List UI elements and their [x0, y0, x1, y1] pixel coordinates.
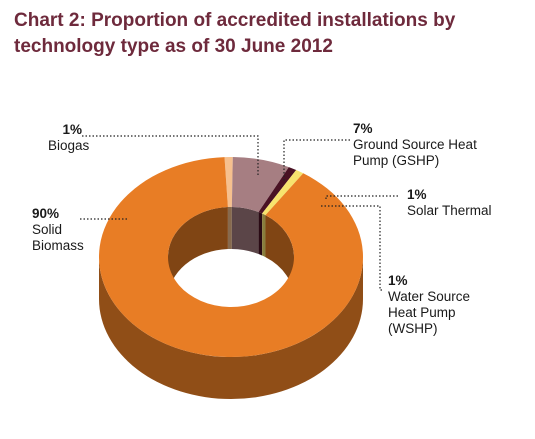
label-solar-thermal-name: Solar Thermal: [407, 203, 492, 218]
slice-0-inner-wall: [265, 215, 294, 299]
leader-line-biogas: [82, 135, 259, 176]
label-wshp-value: 1%: [388, 273, 408, 288]
slice-3-inner-wall: [258, 212, 263, 256]
label-biogas-name: Biogas: [48, 138, 90, 153]
label-solid-biomass-name: Solid Biomass: [32, 222, 84, 253]
leader-line-wshp: [320, 205, 382, 291]
slice-1-inner-wall: [227, 207, 232, 250]
label-solid-biomass: 90% Solid Biomass: [32, 206, 84, 254]
leader-line-gshp: [283, 139, 350, 182]
slice-2-inner-wall: [231, 207, 259, 255]
slice-2-top: [231, 157, 289, 213]
slice-3-top: [258, 167, 297, 214]
slice-0-inner-wall: [168, 207, 228, 299]
label-gshp-name: Ground Source Heat Pump (GSHP): [353, 137, 477, 168]
slice-0-outer-wall: [99, 257, 363, 399]
slice-4-top: [262, 170, 304, 216]
label-biogas-value: 1%: [62, 122, 82, 137]
label-biogas: 1% Biogas: [48, 122, 90, 154]
label-solid-biomass-value: 90%: [32, 206, 60, 221]
label-gshp: 7% Ground Source Heat Pump (GSHP): [353, 121, 477, 169]
label-wshp-name: Water Source Heat Pump (WSHP): [388, 289, 471, 336]
chart-title: Chart 2: Proportion of accredited instal…: [14, 10, 456, 57]
label-solar-thermal-value: 1%: [407, 187, 427, 202]
slice-4-inner-wall: [262, 213, 266, 258]
slice-0-top: [99, 157, 364, 358]
slice-1-top: [224, 157, 233, 208]
label-wshp: 1% Water Source Heat Pump (WSHP): [388, 273, 470, 337]
label-solar-thermal: 1% Solar Thermal: [407, 187, 492, 219]
label-gshp-value: 7%: [353, 121, 373, 136]
